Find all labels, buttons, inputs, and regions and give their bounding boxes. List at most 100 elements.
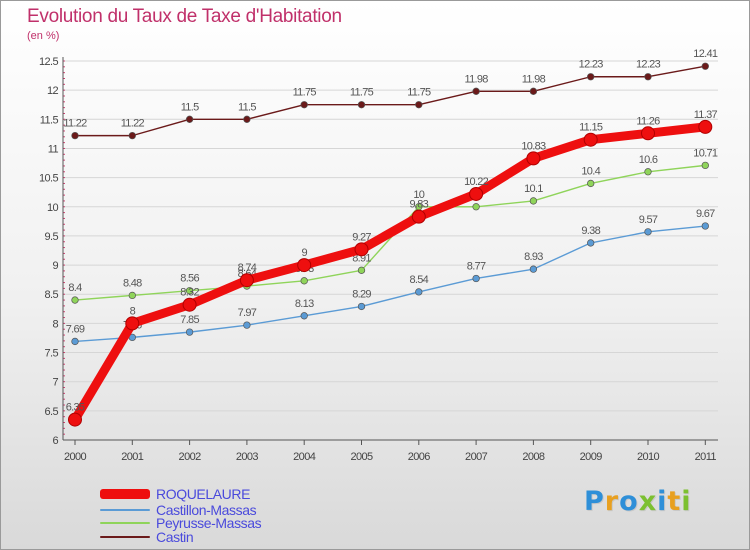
logo-letter: i bbox=[657, 486, 668, 517]
x-tick-label: 2011 bbox=[695, 451, 717, 463]
data-point bbox=[587, 239, 595, 247]
data-label: 11.5 bbox=[181, 101, 199, 113]
data-label: 8.54 bbox=[409, 274, 428, 286]
y-tick-label: 9 bbox=[52, 260, 58, 272]
legend-label: Castillon-Massas bbox=[156, 502, 257, 518]
data-label: 8.77 bbox=[467, 260, 486, 272]
data-label: 9.83 bbox=[409, 199, 428, 211]
series-line-castin bbox=[74, 65, 706, 137]
data-label: 11.75 bbox=[293, 87, 317, 99]
data-point bbox=[297, 258, 312, 273]
data-label: 8 bbox=[130, 305, 136, 317]
legend-swatch bbox=[100, 509, 150, 511]
data-point bbox=[701, 222, 709, 230]
logo-letter: o bbox=[619, 486, 639, 517]
data-label: 11.98 bbox=[522, 73, 546, 85]
data-point bbox=[701, 161, 709, 170]
data-point bbox=[469, 186, 484, 201]
data-point bbox=[698, 119, 713, 134]
data-label: 8.29 bbox=[352, 288, 371, 300]
y-tick-label: 6 bbox=[52, 435, 58, 447]
data-point bbox=[71, 337, 79, 346]
data-label: 8.93 bbox=[524, 251, 543, 263]
x-tick-label: 2007 bbox=[465, 451, 488, 463]
data-point bbox=[185, 287, 194, 295]
data-label: 11.22 bbox=[121, 118, 145, 130]
data-point bbox=[644, 73, 652, 81]
data-label: 12.41 bbox=[693, 48, 718, 60]
data-point bbox=[182, 297, 197, 312]
x-tick-label: 2006 bbox=[408, 451, 431, 463]
data-label: 9.27 bbox=[352, 231, 371, 243]
data-label: 7.97 bbox=[238, 307, 257, 319]
data-point bbox=[357, 302, 366, 311]
data-label: 9 bbox=[301, 247, 307, 259]
data-point bbox=[68, 412, 82, 427]
data-label: 10.83 bbox=[521, 140, 546, 152]
data-label: 11.15 bbox=[579, 122, 603, 134]
data-label: 10.22 bbox=[464, 176, 489, 188]
data-point bbox=[185, 115, 194, 123]
data-point bbox=[587, 179, 595, 188]
data-label: 7.69 bbox=[66, 323, 85, 335]
data-label: 10 bbox=[413, 189, 424, 201]
data-label: 10.4 bbox=[581, 165, 600, 177]
data-label: 7.85 bbox=[180, 314, 199, 326]
y-unit-label: (en %) bbox=[27, 30, 60, 42]
data-label: 9.38 bbox=[581, 225, 600, 237]
y-tick-label: 10 bbox=[47, 202, 59, 214]
legend-item-peyrusse-massas: Peyrusse-Massas bbox=[100, 515, 262, 531]
data-point bbox=[357, 101, 366, 109]
data-point bbox=[701, 62, 709, 70]
legend-swatch bbox=[100, 522, 150, 524]
data-point bbox=[526, 151, 541, 166]
y-tick-label: 9.5 bbox=[45, 231, 59, 243]
data-point bbox=[300, 101, 308, 109]
data-point bbox=[71, 296, 79, 304]
legend-label: ROQUELAURE bbox=[156, 486, 251, 502]
data-point bbox=[300, 312, 308, 320]
legend-label: Peyrusse-Massas bbox=[156, 515, 262, 531]
data-point bbox=[411, 209, 426, 224]
data-point bbox=[243, 115, 251, 123]
data-point bbox=[472, 203, 480, 211]
data-label: 8.91 bbox=[352, 252, 371, 264]
data-label: 8.13 bbox=[295, 298, 314, 310]
data-point bbox=[354, 242, 369, 257]
y-tick-label: 12.5 bbox=[39, 56, 58, 68]
data-label: 6.35 bbox=[66, 402, 85, 414]
x-tick-label: 2005 bbox=[350, 451, 373, 463]
data-point bbox=[644, 228, 652, 236]
data-label: 8.56 bbox=[180, 273, 199, 285]
data-point bbox=[239, 273, 254, 288]
logo-letter: r bbox=[604, 486, 620, 517]
data-point bbox=[357, 266, 366, 274]
data-label: 10.71 bbox=[693, 147, 718, 159]
data-label: 12.23 bbox=[579, 59, 604, 71]
legend-swatch bbox=[100, 489, 150, 499]
legend-label: Castin bbox=[156, 529, 194, 545]
data-point bbox=[415, 101, 423, 109]
data-point bbox=[583, 132, 598, 147]
data-point bbox=[529, 197, 538, 205]
data-label: 11.75 bbox=[407, 87, 431, 99]
logo-letter: t bbox=[667, 486, 682, 517]
x-tick-label: 2000 bbox=[64, 451, 87, 463]
proxiti-logo: Proxiti bbox=[584, 486, 692, 517]
logo-letter: i bbox=[681, 486, 692, 517]
data-point bbox=[128, 291, 136, 300]
data-label: 12.23 bbox=[636, 59, 661, 71]
data-label: 9.57 bbox=[639, 214, 658, 226]
data-label: 11.75 bbox=[350, 87, 374, 99]
data-point bbox=[125, 316, 140, 331]
data-point bbox=[472, 274, 480, 283]
data-label: 9.67 bbox=[696, 208, 715, 220]
y-tick-label: 7.5 bbox=[45, 348, 59, 360]
data-point bbox=[300, 277, 308, 285]
x-tick-label: 2010 bbox=[637, 451, 660, 463]
data-point bbox=[71, 131, 79, 140]
legend-item-castillon-massas: Castillon-Massas bbox=[100, 502, 257, 518]
data-point bbox=[243, 321, 251, 329]
y-tick-label: 10.5 bbox=[39, 173, 58, 185]
